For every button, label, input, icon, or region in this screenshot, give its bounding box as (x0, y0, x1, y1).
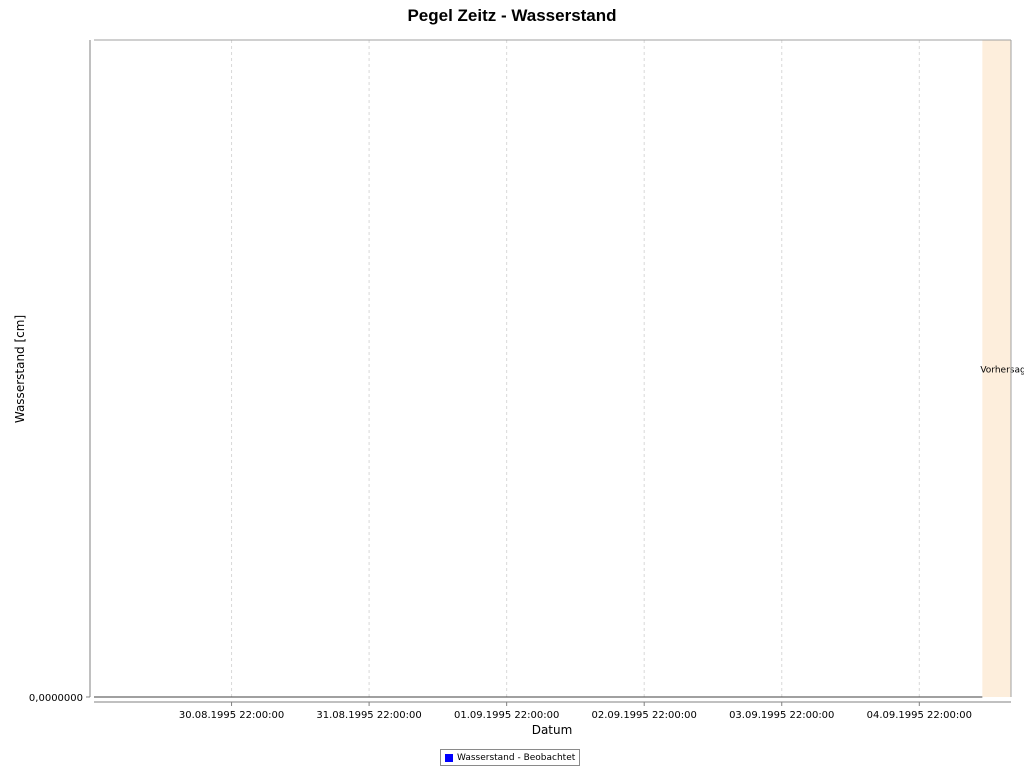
legend-label: Wasserstand - Beobachtet (457, 752, 576, 763)
y-tick-label: 0,0000000 (29, 693, 83, 704)
legend: Wasserstand - Beobachtet (440, 749, 581, 766)
plot-background (94, 40, 1011, 697)
forecast-region (982, 40, 1011, 697)
legend-swatch (445, 753, 453, 762)
x-tick-label: 30.08.1995 22:00:00 (179, 710, 284, 721)
x-tick-label: 01.09.1995 22:00:00 (454, 710, 559, 721)
x-axis-label: Datum (531, 723, 573, 737)
forecast-region-label: Vorhersage (980, 366, 1024, 376)
x-tick-label: 03.09.1995 22:00:00 (729, 710, 834, 721)
x-tick-label: 04.09.1995 22:00:00 (867, 710, 972, 721)
y-axis-label: Wasserstand [cm] (13, 314, 27, 424)
chart-title: Pegel Zeitz - Wasserstand (407, 6, 617, 25)
x-tick-label: 31.08.1995 22:00:00 (316, 710, 421, 721)
x-tick-label: 02.09.1995 22:00:00 (592, 710, 697, 721)
